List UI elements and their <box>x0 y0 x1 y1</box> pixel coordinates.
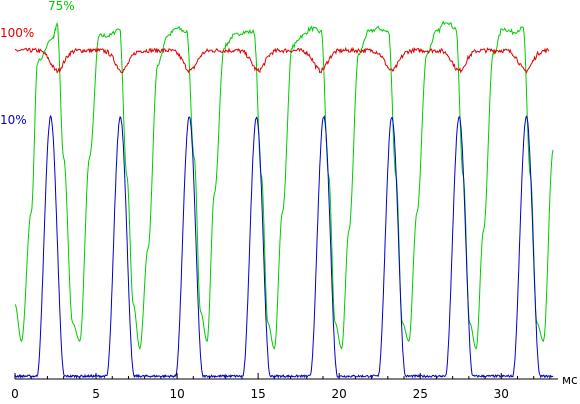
x-tick-label: 10 <box>169 387 184 401</box>
series-10-line <box>14 114 554 379</box>
series-layer <box>14 20 554 379</box>
series-label-10: 10% <box>0 113 27 127</box>
x-tick-label: 5 <box>92 387 100 401</box>
x-axis-unit-label: мс <box>562 373 578 387</box>
series-label-100: 100% <box>0 26 34 40</box>
x-tick-label: 20 <box>332 387 347 401</box>
series-75-line <box>14 20 554 350</box>
x-tick-label: 15 <box>250 387 265 401</box>
x-tick-label: 30 <box>494 387 509 401</box>
x-tick-label: 0 <box>11 387 19 401</box>
x-tick-label: 25 <box>413 387 428 401</box>
series-label-75: 75% <box>48 0 75 13</box>
series-100-line <box>14 46 550 74</box>
